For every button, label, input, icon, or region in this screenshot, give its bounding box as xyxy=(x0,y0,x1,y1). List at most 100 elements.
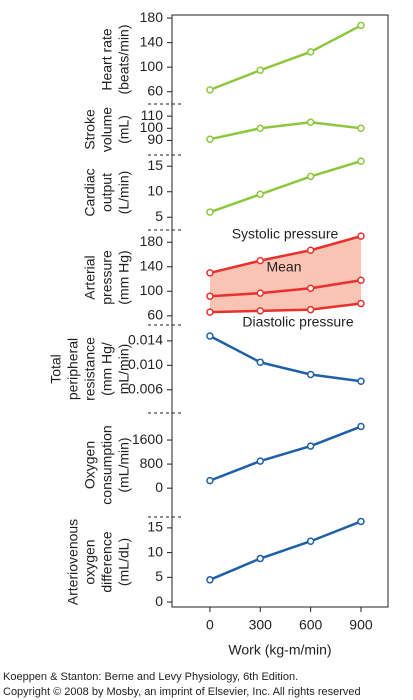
data-point xyxy=(357,422,365,431)
data-point xyxy=(206,576,214,584)
series-line xyxy=(209,520,362,581)
series-line xyxy=(209,24,362,92)
y-tick-label: 0.010 xyxy=(128,356,163,372)
y-tick-label: 1600 xyxy=(132,431,163,447)
y-axis-title: (beats/min) xyxy=(116,24,132,94)
data-point xyxy=(206,269,214,277)
y-axis-title: Cardiac xyxy=(82,168,98,216)
y-tick-label: 15 xyxy=(147,519,163,535)
data-point xyxy=(357,276,365,285)
series-line xyxy=(209,334,362,383)
series-label: Mean xyxy=(266,259,301,275)
data-point xyxy=(256,190,265,199)
data-point xyxy=(206,86,214,94)
y-axis-title: Total xyxy=(48,354,64,384)
source-line: Copyright © 2008 by Mosby, an imprint of… xyxy=(3,686,361,698)
y-axis-title: Heart rate xyxy=(99,28,115,90)
data-point xyxy=(306,305,315,314)
data-point xyxy=(357,157,365,165)
series-line xyxy=(209,302,362,314)
y-tick-label: 800 xyxy=(140,455,164,471)
y-axis-title: pressure xyxy=(99,250,115,305)
y-tick-label: 60 xyxy=(147,82,163,98)
y-axis-title: (mL/min) xyxy=(116,437,132,492)
y-tick-label: 0 xyxy=(155,593,163,609)
y-tick-label: 0.014 xyxy=(128,332,163,348)
y-tick-label: 5 xyxy=(155,568,163,584)
data-point xyxy=(357,299,365,308)
x-tick-label: 600 xyxy=(299,617,323,633)
series-line xyxy=(209,425,362,482)
y-tick-label: 15 xyxy=(147,157,163,173)
data-point xyxy=(206,208,214,216)
data-point xyxy=(306,172,315,181)
y-axis-title: (mm Hg) xyxy=(116,250,132,304)
series-line xyxy=(209,234,362,275)
series-line xyxy=(209,159,362,214)
data-point xyxy=(206,476,214,485)
y-tick-label: 140 xyxy=(140,33,164,49)
data-point xyxy=(256,554,265,563)
data-point xyxy=(206,308,214,316)
source-line: Koeppen & Stanton: Berne and Levy Physio… xyxy=(3,671,298,683)
y-tick-label: 100 xyxy=(140,282,164,298)
data-point xyxy=(256,124,265,133)
x-tick-label: 0 xyxy=(206,617,214,633)
y-axis-title: consumption xyxy=(99,425,115,504)
data-point xyxy=(306,246,315,254)
y-tick-label: 0 xyxy=(155,479,163,495)
y-tick-label: 10 xyxy=(147,182,163,198)
y-axis-title: oxygen xyxy=(82,539,98,584)
series-line xyxy=(209,120,362,141)
data-point xyxy=(206,292,214,300)
y-axis-title: (L/min) xyxy=(116,171,132,215)
y-tick-label: 100 xyxy=(140,119,164,135)
y-axis-title: Stroke xyxy=(82,109,98,150)
y-tick-label: 180 xyxy=(140,9,164,25)
data-point xyxy=(256,289,265,297)
data-point xyxy=(306,370,315,379)
y-axis-title: Oxygen xyxy=(82,441,98,489)
y-tick-label: 110 xyxy=(141,107,164,123)
data-point xyxy=(306,48,315,56)
data-point xyxy=(306,537,315,545)
y-tick-label: 100 xyxy=(140,58,164,74)
data-point xyxy=(357,21,365,30)
data-point xyxy=(206,135,214,143)
data-point xyxy=(357,124,365,133)
series-line xyxy=(209,279,362,298)
y-axis-title: resistance xyxy=(82,337,98,401)
data-point xyxy=(357,377,365,385)
y-axis-title: output xyxy=(99,173,115,212)
y-axis-title: Arteriovenous xyxy=(65,519,81,605)
x-axis-title: Work (kg-m/min) xyxy=(228,642,331,658)
x-tick-label: 900 xyxy=(349,617,373,633)
data-point xyxy=(206,332,214,340)
data-point xyxy=(256,307,265,315)
y-tick-label: 5 xyxy=(155,208,163,224)
series-label: Diastolic pressure xyxy=(242,314,353,330)
y-tick-label: 10 xyxy=(147,543,163,559)
y-axis-title: difference xyxy=(99,531,115,592)
y-axis-title: (mL/dL) xyxy=(116,538,132,586)
y-axis-title: Arterial xyxy=(82,255,98,299)
y-tick-label: 60 xyxy=(147,307,163,323)
x-tick-label: 300 xyxy=(249,617,273,633)
data-point xyxy=(306,118,315,126)
data-point xyxy=(256,457,265,465)
y-axis-title: (mm Hg/ xyxy=(99,342,115,396)
data-point xyxy=(256,66,265,74)
y-tick-label: 180 xyxy=(140,233,164,249)
y-axis-title: volume xyxy=(99,107,115,152)
data-point xyxy=(357,232,365,240)
data-point xyxy=(256,358,265,367)
series-label: Systolic pressure xyxy=(232,226,339,242)
y-tick-label: 0.006 xyxy=(128,380,163,396)
y-axis-title: mL/min) xyxy=(116,344,132,395)
y-axis-title: peripheral xyxy=(65,338,81,400)
y-tick-label: 90 xyxy=(147,131,163,147)
data-point xyxy=(256,256,265,265)
plot-frame xyxy=(171,14,389,608)
y-axis-title: (mL) xyxy=(116,115,132,144)
